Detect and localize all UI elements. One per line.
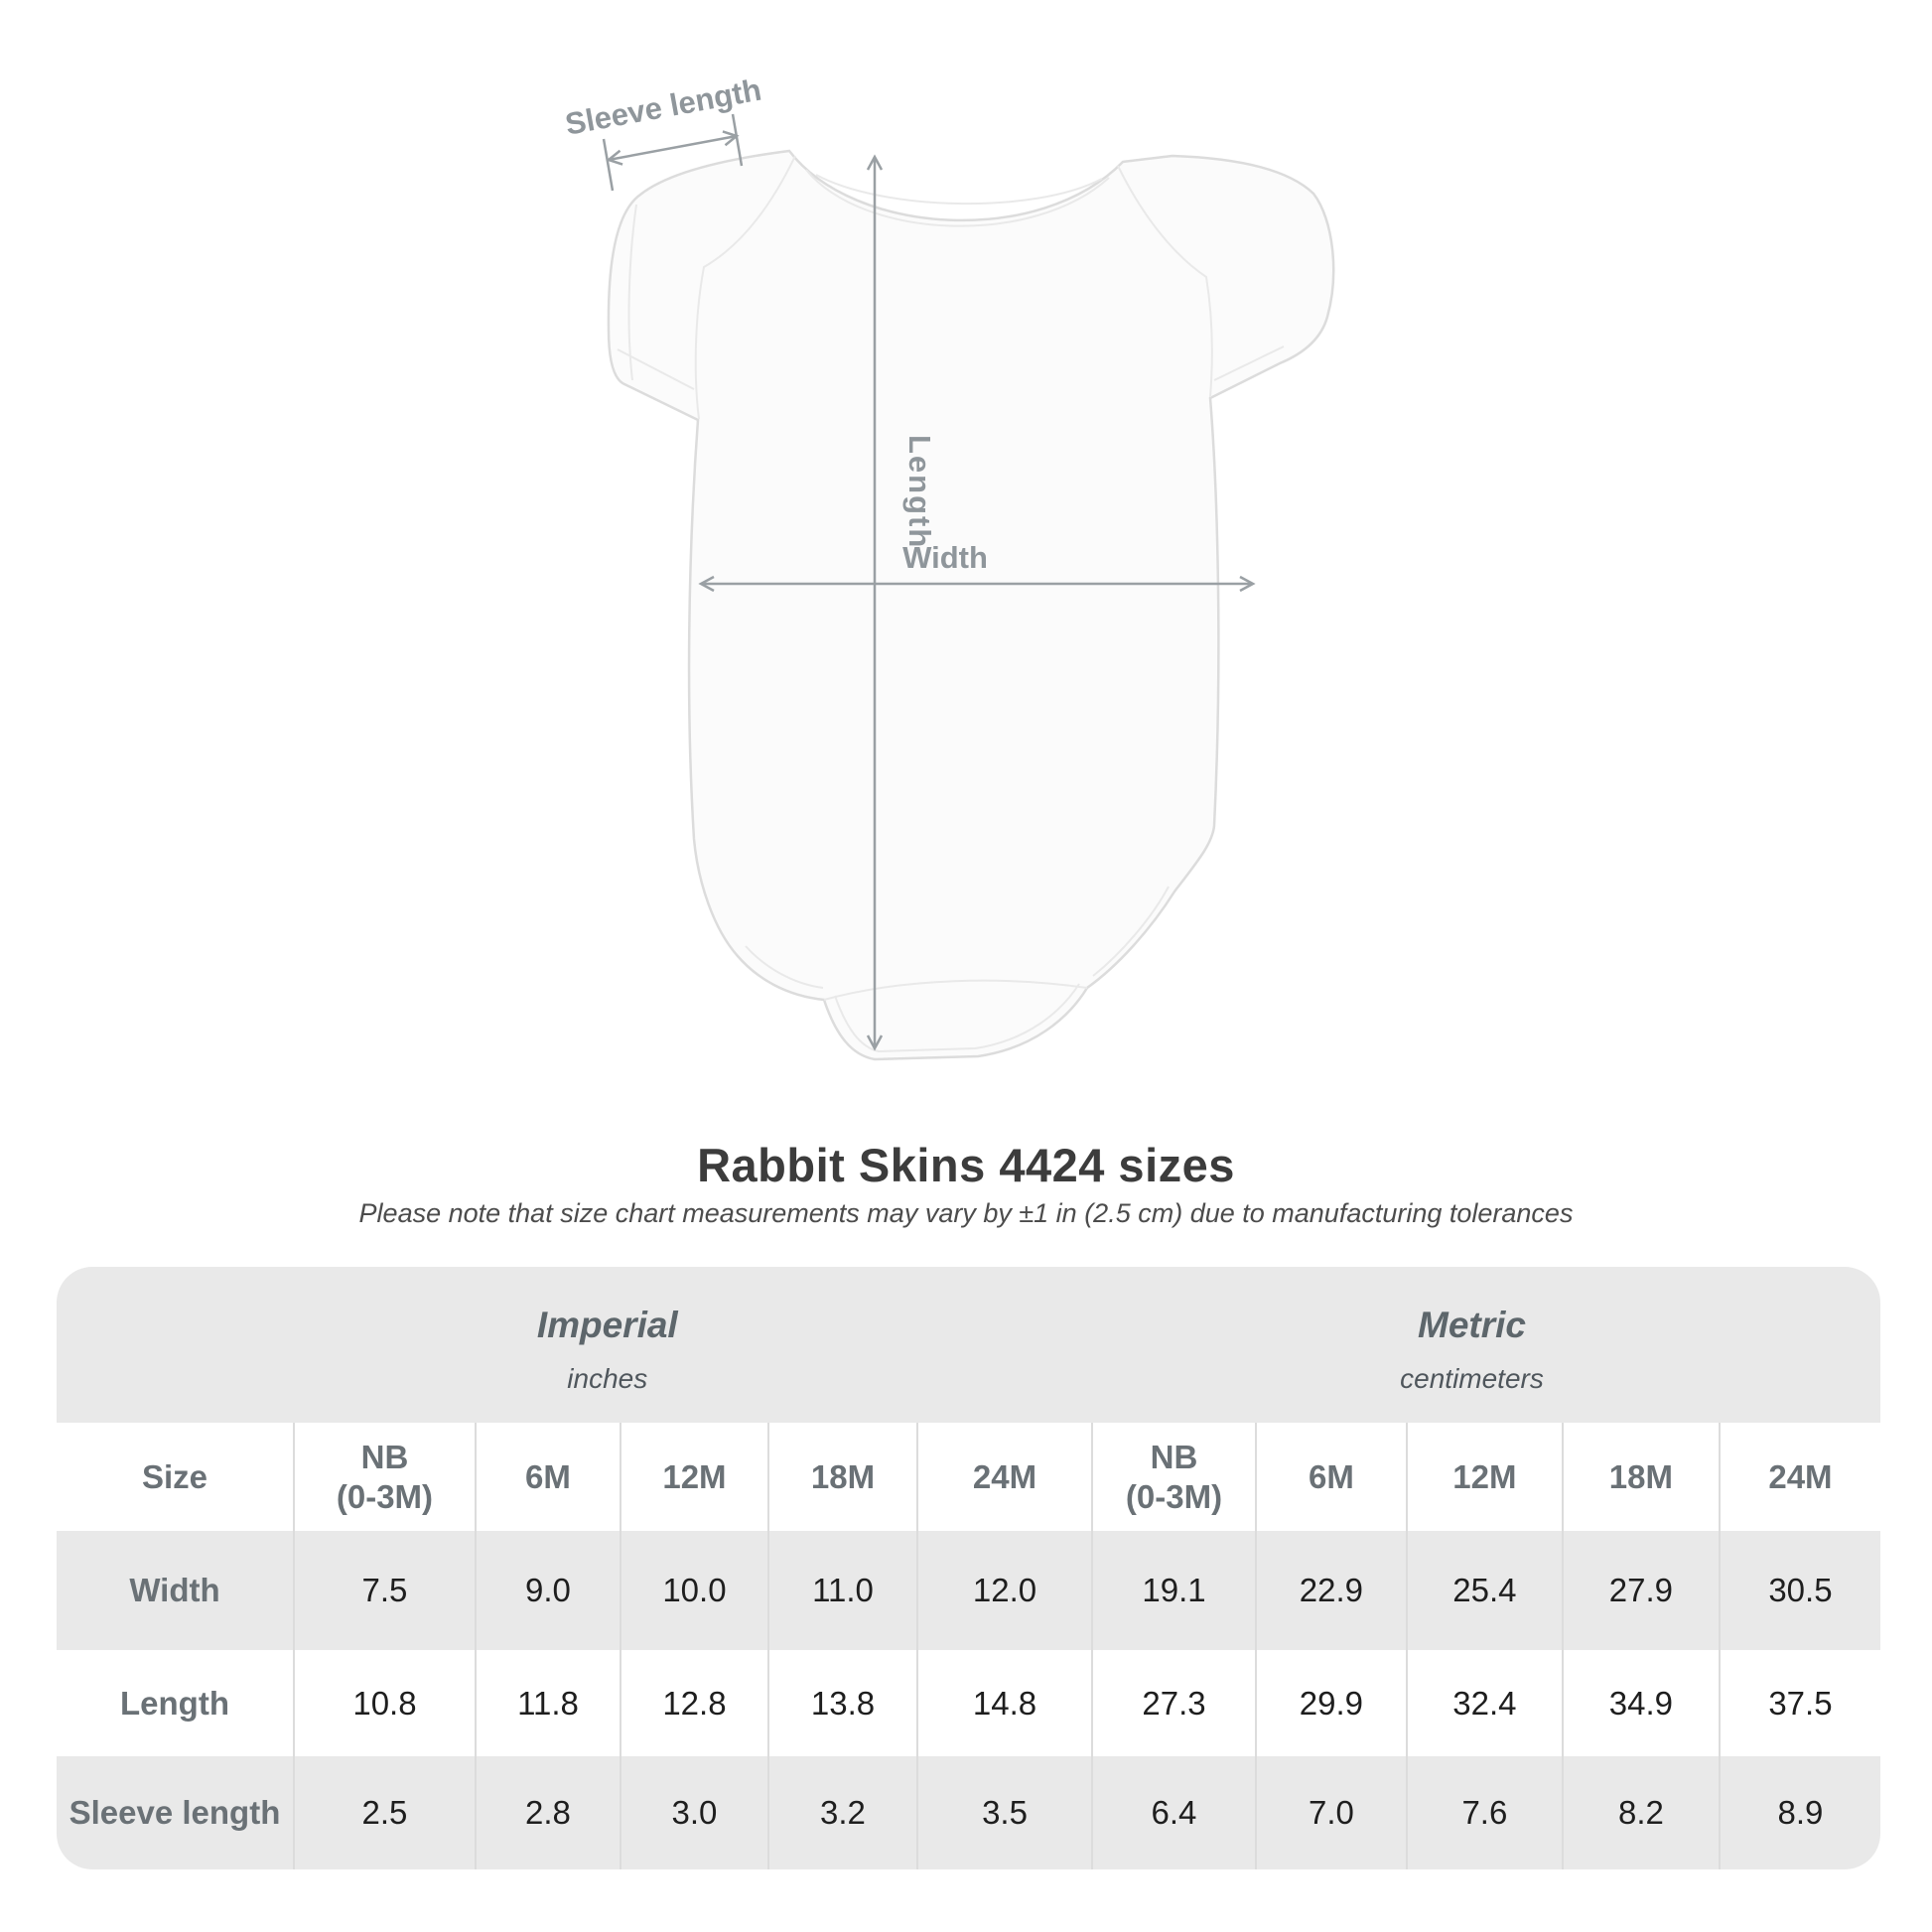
metric-label: Metric	[1418, 1305, 1526, 1345]
imperial-label: Imperial	[536, 1305, 678, 1345]
size-value-cell: 11.0	[766, 1531, 918, 1650]
size-value-cell: 7.5	[292, 1531, 476, 1650]
size-value-cell: 9.0	[474, 1531, 621, 1650]
size-value-cell: 10.0	[619, 1531, 768, 1650]
table-row-length: Length 10.8 11.8 12.8 13.8 14.8 27.3 29.…	[57, 1650, 1880, 1756]
tolerance-note: Please note that size chart measurements…	[358, 1198, 1574, 1228]
column-header-12m-metric: 12M	[1405, 1423, 1563, 1531]
dimension-tick	[731, 113, 744, 167]
size-value-cell: 3.0	[619, 1756, 768, 1869]
column-header-12m-imperial: 12M	[619, 1423, 768, 1531]
table-row-width: Width 7.5 9.0 10.0 11.0 12.0 19.1 22.9 2…	[57, 1531, 1880, 1650]
size-value-cell: 2.8	[474, 1756, 621, 1869]
column-header-6m-imperial: 6M	[474, 1423, 621, 1531]
column-header-18m-imperial: 18M	[766, 1423, 918, 1531]
column-header-nb-metric: NB (0-3M)	[1091, 1423, 1256, 1531]
metric-unit-group: Metric centimeters	[1400, 1303, 1544, 1396]
column-header-24m-metric: 24M	[1718, 1423, 1880, 1531]
onesie-illustration	[607, 149, 1335, 1061]
size-value-cell: 32.4	[1405, 1650, 1563, 1756]
size-value-cell: 8.2	[1561, 1756, 1720, 1869]
width-label: Width	[902, 540, 988, 575]
size-value-cell: 2.5	[292, 1756, 476, 1869]
size-value-cell: 12.0	[916, 1531, 1092, 1650]
size-value-cell: 25.4	[1405, 1531, 1563, 1650]
size-value-cell: 29.9	[1254, 1650, 1407, 1756]
row-label-length: Length	[57, 1650, 294, 1756]
size-value-cell: 30.5	[1718, 1531, 1880, 1650]
table-row-sleeve-length: Sleeve length 2.5 2.8 3.0 3.2 3.5 6.4 7.…	[57, 1756, 1880, 1869]
size-value-cell: 7.6	[1405, 1756, 1563, 1869]
size-value-cell: 11.8	[474, 1650, 621, 1756]
size-chart-table: Imperial inches Metric centimeters Size …	[57, 1267, 1880, 1869]
units-band: Imperial inches Metric centimeters	[57, 1267, 1880, 1423]
size-value-cell: 6.4	[1091, 1756, 1256, 1869]
row-label-width: Width	[57, 1531, 294, 1650]
width-dimension: Width	[698, 540, 1256, 593]
size-value-cell: 27.9	[1561, 1531, 1720, 1650]
size-value-cell: 27.3	[1091, 1650, 1256, 1756]
imperial-units-label: inches	[567, 1363, 648, 1394]
column-header-18m-metric: 18M	[1561, 1423, 1720, 1531]
length-dimension: Length	[866, 154, 937, 1051]
size-value-cell: 12.8	[619, 1650, 768, 1756]
metric-units-label: centimeters	[1400, 1363, 1544, 1394]
column-header-6m-metric: 6M	[1254, 1423, 1407, 1531]
row-label-sleeve-length: Sleeve length	[57, 1756, 294, 1869]
dimension-tick	[602, 138, 615, 192]
size-value-cell: 8.9	[1718, 1756, 1880, 1869]
sleeve-length-label: Sleeve length	[563, 72, 764, 142]
size-value-cell: 7.0	[1254, 1756, 1407, 1869]
size-value-cell: 22.9	[1254, 1531, 1407, 1650]
size-value-cell: 14.8	[916, 1650, 1092, 1756]
size-value-cell: 3.2	[766, 1756, 918, 1869]
column-header-nb-imperial: NB (0-3M)	[292, 1423, 476, 1531]
length-label: Length	[902, 435, 937, 549]
page-title: Rabbit Skins 4424 sizes	[697, 1139, 1235, 1191]
onesie-measurement-diagram: Sleeve length Length Width	[563, 72, 1335, 1061]
size-value-cell: 37.5	[1718, 1650, 1880, 1756]
size-value-cell: 10.8	[292, 1650, 476, 1756]
size-value-cell: 19.1	[1091, 1531, 1256, 1650]
column-header-24m-imperial: 24M	[916, 1423, 1092, 1531]
size-value-cell: 3.5	[916, 1756, 1092, 1869]
size-value-cell: 13.8	[766, 1650, 918, 1756]
size-value-cell: 34.9	[1561, 1650, 1720, 1756]
size-column-header: Size	[57, 1423, 294, 1531]
imperial-unit-group: Imperial inches	[537, 1303, 678, 1396]
